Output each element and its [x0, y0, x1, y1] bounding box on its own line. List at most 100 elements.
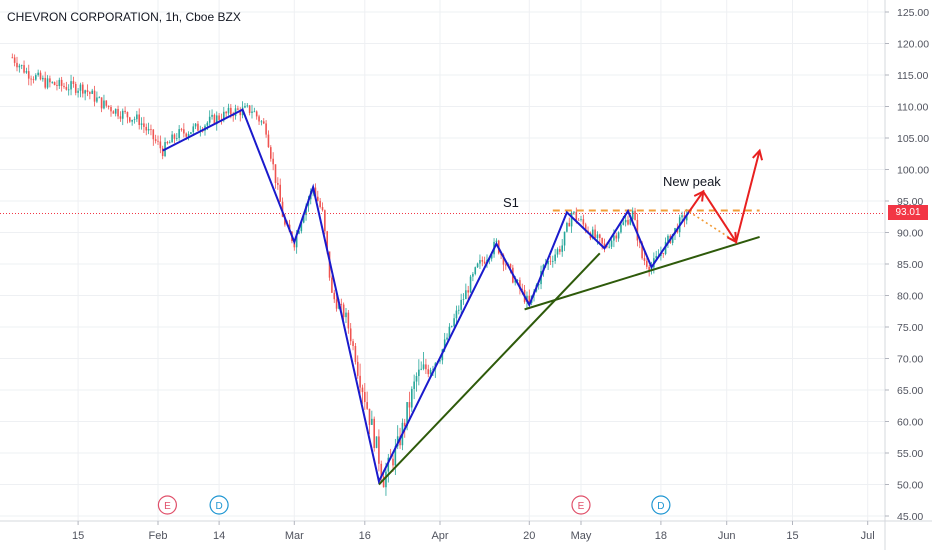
candle-body [549, 260, 552, 262]
candle-body [237, 108, 239, 110]
candle-body [629, 219, 632, 225]
candle-body [563, 231, 566, 246]
candle-body [615, 235, 618, 239]
candle-body [627, 219, 629, 225]
candle-body [270, 147, 272, 159]
candle-body [667, 235, 669, 242]
candle-body [79, 84, 82, 91]
candle-body [152, 129, 155, 140]
trendline-support [524, 235, 760, 311]
candle-body [331, 277, 333, 293]
candle-body [206, 122, 209, 126]
time-tick-label: Mar [285, 530, 304, 542]
candle-body [467, 290, 469, 293]
candle-body [537, 284, 540, 286]
candle-body [476, 263, 479, 268]
candle-body [479, 260, 481, 264]
candle-body [425, 364, 427, 370]
candle-body [72, 81, 75, 84]
chart-drawings [162, 108, 764, 486]
candle-body [636, 220, 639, 241]
candlestick-series [11, 53, 688, 496]
candle-body [321, 207, 324, 211]
candle-body [260, 121, 263, 123]
candle-body [51, 82, 54, 83]
candle-body [439, 360, 441, 362]
projection-arrowhead [752, 148, 764, 161]
event-marker-circle [209, 495, 229, 515]
candle-body [443, 339, 446, 350]
candle-body [154, 139, 157, 141]
price-tick-label: 75.00 [897, 322, 923, 334]
candle-body [11, 57, 14, 59]
time-tick-label: 20 [523, 530, 535, 542]
candle-body [86, 90, 89, 93]
candle-body [472, 273, 474, 277]
candle-body [284, 216, 286, 225]
candle-body [608, 246, 610, 248]
chart-title: CHEVRON CORPORATION, 1h, Cboe BZX [7, 10, 241, 24]
candle-body [382, 476, 385, 488]
candle-body [110, 107, 112, 112]
candle-body [105, 100, 108, 106]
candle-body [255, 111, 258, 117]
candle-body [77, 90, 79, 93]
candle-body [345, 312, 347, 318]
time-tick-label: 14 [213, 530, 225, 542]
candle-body [131, 119, 133, 122]
candle-body [573, 211, 575, 213]
candle-body [178, 129, 180, 139]
candle-body [340, 304, 343, 305]
candle-body [272, 158, 274, 165]
candle-body [251, 111, 253, 113]
candle-body [566, 222, 568, 232]
candle-body [208, 116, 211, 123]
event-marker-letter: D [215, 501, 222, 512]
candle-body [596, 234, 599, 239]
candle-body [354, 345, 357, 362]
candle-body [74, 83, 77, 93]
time-axis[interactable]: 15 Feb 14 Mar 16 Apr 20 May 18 Jun 15 Jul [0, 520, 932, 542]
candle-body [302, 215, 305, 223]
candle-body [333, 292, 336, 300]
candle-body [25, 71, 28, 73]
candle-body [319, 200, 321, 208]
candle-body [394, 446, 397, 466]
candle-body [380, 463, 383, 477]
candle-body [65, 86, 68, 90]
candle-body [465, 290, 467, 300]
candle-body [453, 318, 455, 327]
candle-body [418, 369, 420, 377]
candle-body [631, 210, 634, 220]
candle-body [133, 119, 136, 121]
candle-body [603, 243, 606, 247]
candle-body [326, 231, 328, 252]
candle-body [547, 260, 549, 265]
candle-body [63, 85, 65, 87]
candle-body [671, 233, 674, 243]
candle-body [624, 219, 627, 223]
price-tick-label: 110.00 [897, 102, 928, 114]
candle-body [317, 196, 319, 201]
candle-body [516, 280, 519, 281]
new-peak-label: New peak [663, 174, 721, 189]
candle-body [575, 211, 578, 220]
price-axis[interactable]: 125.00120.00115.00110.00105.00100.0095.0… [884, 0, 929, 550]
candle-body [650, 267, 653, 271]
candle-body [403, 422, 406, 427]
candle-body [648, 266, 650, 271]
candle-body [147, 128, 150, 131]
candle-body [39, 72, 42, 80]
candle-body [277, 182, 279, 185]
candle-body [248, 105, 251, 113]
candle-body [300, 222, 303, 232]
candle-body [458, 309, 460, 311]
candle-body [185, 133, 187, 137]
candle-body [342, 304, 345, 318]
candle-body [552, 260, 554, 262]
candle-body [378, 436, 380, 464]
candle-body [570, 212, 573, 227]
candle-body [368, 408, 371, 425]
